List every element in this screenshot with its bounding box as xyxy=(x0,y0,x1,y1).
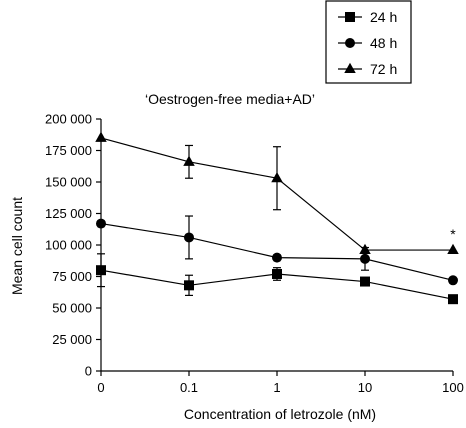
legend-label: 24 h xyxy=(370,9,397,25)
circle-marker xyxy=(345,38,355,48)
square-marker xyxy=(96,265,106,276)
y-tick-label: 0 xyxy=(85,364,92,379)
y-tick-label: 125 000 xyxy=(45,206,92,221)
significance-annotation: * xyxy=(450,226,456,242)
x-axis-label: Concentration of letrozole (nM) xyxy=(184,406,376,422)
circle-marker xyxy=(448,275,458,286)
axes: 0 25 000 50 000 75 000 100 000 125 000 150 000… xyxy=(45,112,464,396)
y-tick-label: 200 000 xyxy=(45,112,92,127)
legend-label: 72 h xyxy=(370,61,397,77)
x-tick-label: 0.1 xyxy=(180,380,198,395)
square-marker xyxy=(345,12,355,22)
circle-marker xyxy=(272,252,282,263)
x-tick-label: 10 xyxy=(358,380,372,395)
square-marker xyxy=(184,280,194,291)
square-marker xyxy=(272,268,282,279)
square-marker xyxy=(360,276,370,287)
y-tick-label: 150 000 xyxy=(45,175,92,190)
x-tick-label: 0 xyxy=(97,380,104,395)
circle-marker xyxy=(360,253,370,264)
series-layer: * xyxy=(95,131,459,305)
triangle-marker xyxy=(183,155,195,166)
square-marker xyxy=(448,294,458,305)
triangle-marker xyxy=(271,171,283,183)
triangle-marker xyxy=(447,243,459,255)
y-tick-label: 100 000 xyxy=(45,238,92,253)
y-tick-label: 175 000 xyxy=(45,143,92,158)
circle-marker xyxy=(184,232,194,243)
circle-marker xyxy=(96,218,106,229)
legend: 24 h 48 h 72 h xyxy=(325,0,412,84)
x-tick-label: 1 xyxy=(273,380,280,395)
triangle-marker xyxy=(359,243,371,255)
triangle-marker xyxy=(95,131,107,142)
triangle-marker xyxy=(344,62,356,73)
y-tick-label: 25 000 xyxy=(52,332,92,347)
chart-title: ‘Oestrogen-free media+AD’ xyxy=(145,91,315,107)
legend-box xyxy=(325,0,412,84)
legend-label: 48 h xyxy=(370,35,397,51)
y-axis-label: Mean cell count xyxy=(9,197,25,295)
y-tick-label: 75 000 xyxy=(52,269,92,284)
y-tick-label: 50 000 xyxy=(52,301,92,316)
x-tick-label: 100 xyxy=(442,380,464,395)
